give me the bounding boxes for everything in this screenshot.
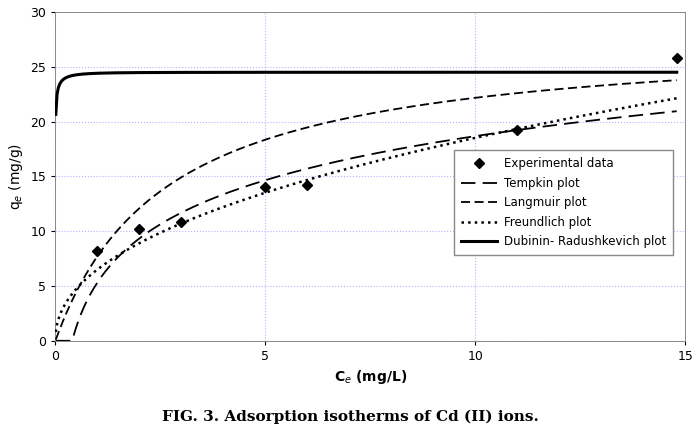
Experimental data [513,128,522,133]
Langmuir plot [561,86,569,91]
Dubinin- Radushkevich plot [421,69,430,75]
Tempkin plot [350,155,358,160]
Tempkin plot [388,148,396,153]
Freundlich plot [421,146,430,152]
Experimental data [177,220,186,225]
Tempkin plot [561,121,569,126]
Dubinin- Radushkevich plot [346,69,355,75]
Langmuir plot [388,107,396,112]
Langmuir plot [350,114,358,119]
Line: Experimental data: Experimental data [94,55,680,254]
Experimental data [303,183,312,188]
X-axis label: C$_{e}$ (mg/L): C$_{e}$ (mg/L) [334,368,407,386]
Dubinin- Radushkevich plot [388,69,396,75]
Line: Freundlich plot: Freundlich plot [56,98,677,332]
Tempkin plot [52,338,60,343]
Tempkin plot [346,156,355,161]
Y-axis label: q$_{e}$ (mg/g): q$_{e}$ (mg/g) [7,143,25,210]
Freundlich plot [657,98,666,104]
Tempkin plot [657,110,666,115]
Tempkin plot [673,108,681,114]
Experimental data [135,226,143,232]
Line: Dubinin- Radushkevich plot: Dubinin- Radushkevich plot [56,72,677,114]
Dubinin- Radushkevich plot [657,69,666,75]
Dubinin- Radushkevich plot [673,69,681,75]
Freundlich plot [388,155,396,160]
Dubinin- Radushkevich plot [350,69,358,75]
Freundlich plot [346,165,355,170]
Legend: Experimental data, Tempkin plot, Langmuir plot, Freundlich plot, Dubinin- Radush: Experimental data, Tempkin plot, Langmui… [454,150,673,255]
Dubinin- Radushkevich plot [561,69,569,75]
Experimental data [673,55,681,61]
Dubinin- Radushkevich plot [52,112,60,117]
Experimental data [261,185,270,190]
Langmuir plot [346,115,355,120]
Langmuir plot [673,78,681,83]
Line: Tempkin plot: Tempkin plot [56,111,677,341]
Line: Langmuir plot: Langmuir plot [56,80,677,340]
Freundlich plot [673,96,681,101]
Freundlich plot [52,329,60,335]
Experimental data [93,248,102,253]
Langmuir plot [421,102,430,107]
Tempkin plot [421,142,430,147]
Langmuir plot [657,79,666,84]
Freundlich plot [350,164,358,170]
Text: FIG. 3. Adsorption isotherms of Cd (II) ions.: FIG. 3. Adsorption isotherms of Cd (II) … [162,409,538,424]
Freundlich plot [561,117,569,122]
Experimental data [660,168,668,173]
Langmuir plot [52,337,60,342]
